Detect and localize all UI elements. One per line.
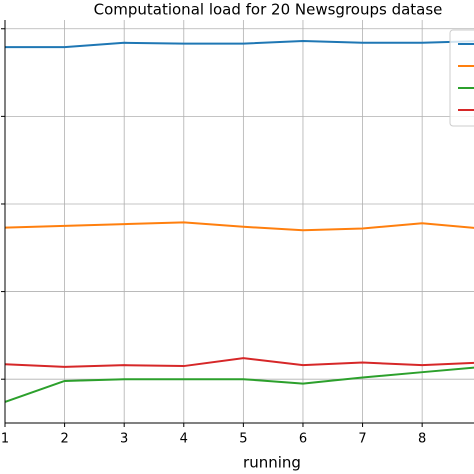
- series-line: [5, 366, 474, 403]
- legend-entries: [458, 43, 474, 111]
- grid: 1 2 3 4 5 6 7 8: [1, 20, 474, 447]
- x-tick-label: 2: [60, 432, 68, 447]
- legend: [449, 29, 474, 127]
- chart-title: Computational load for 20 Newsgroups dat…: [94, 1, 443, 19]
- x-tick-label: 1: [1, 432, 9, 447]
- x-tick-label: 4: [180, 432, 188, 447]
- plot-area: [5, 40, 474, 403]
- x-axis-label: running: [243, 454, 301, 472]
- x-tick-label: 3: [120, 432, 128, 447]
- x-tick-label: 5: [239, 432, 247, 447]
- series-line: [5, 40, 474, 49]
- series-line: [5, 357, 474, 368]
- x-tick-label: 8: [418, 432, 426, 447]
- series-line: [5, 221, 474, 232]
- x-tick-label: 6: [299, 432, 307, 447]
- x-tick-label: 7: [358, 432, 366, 447]
